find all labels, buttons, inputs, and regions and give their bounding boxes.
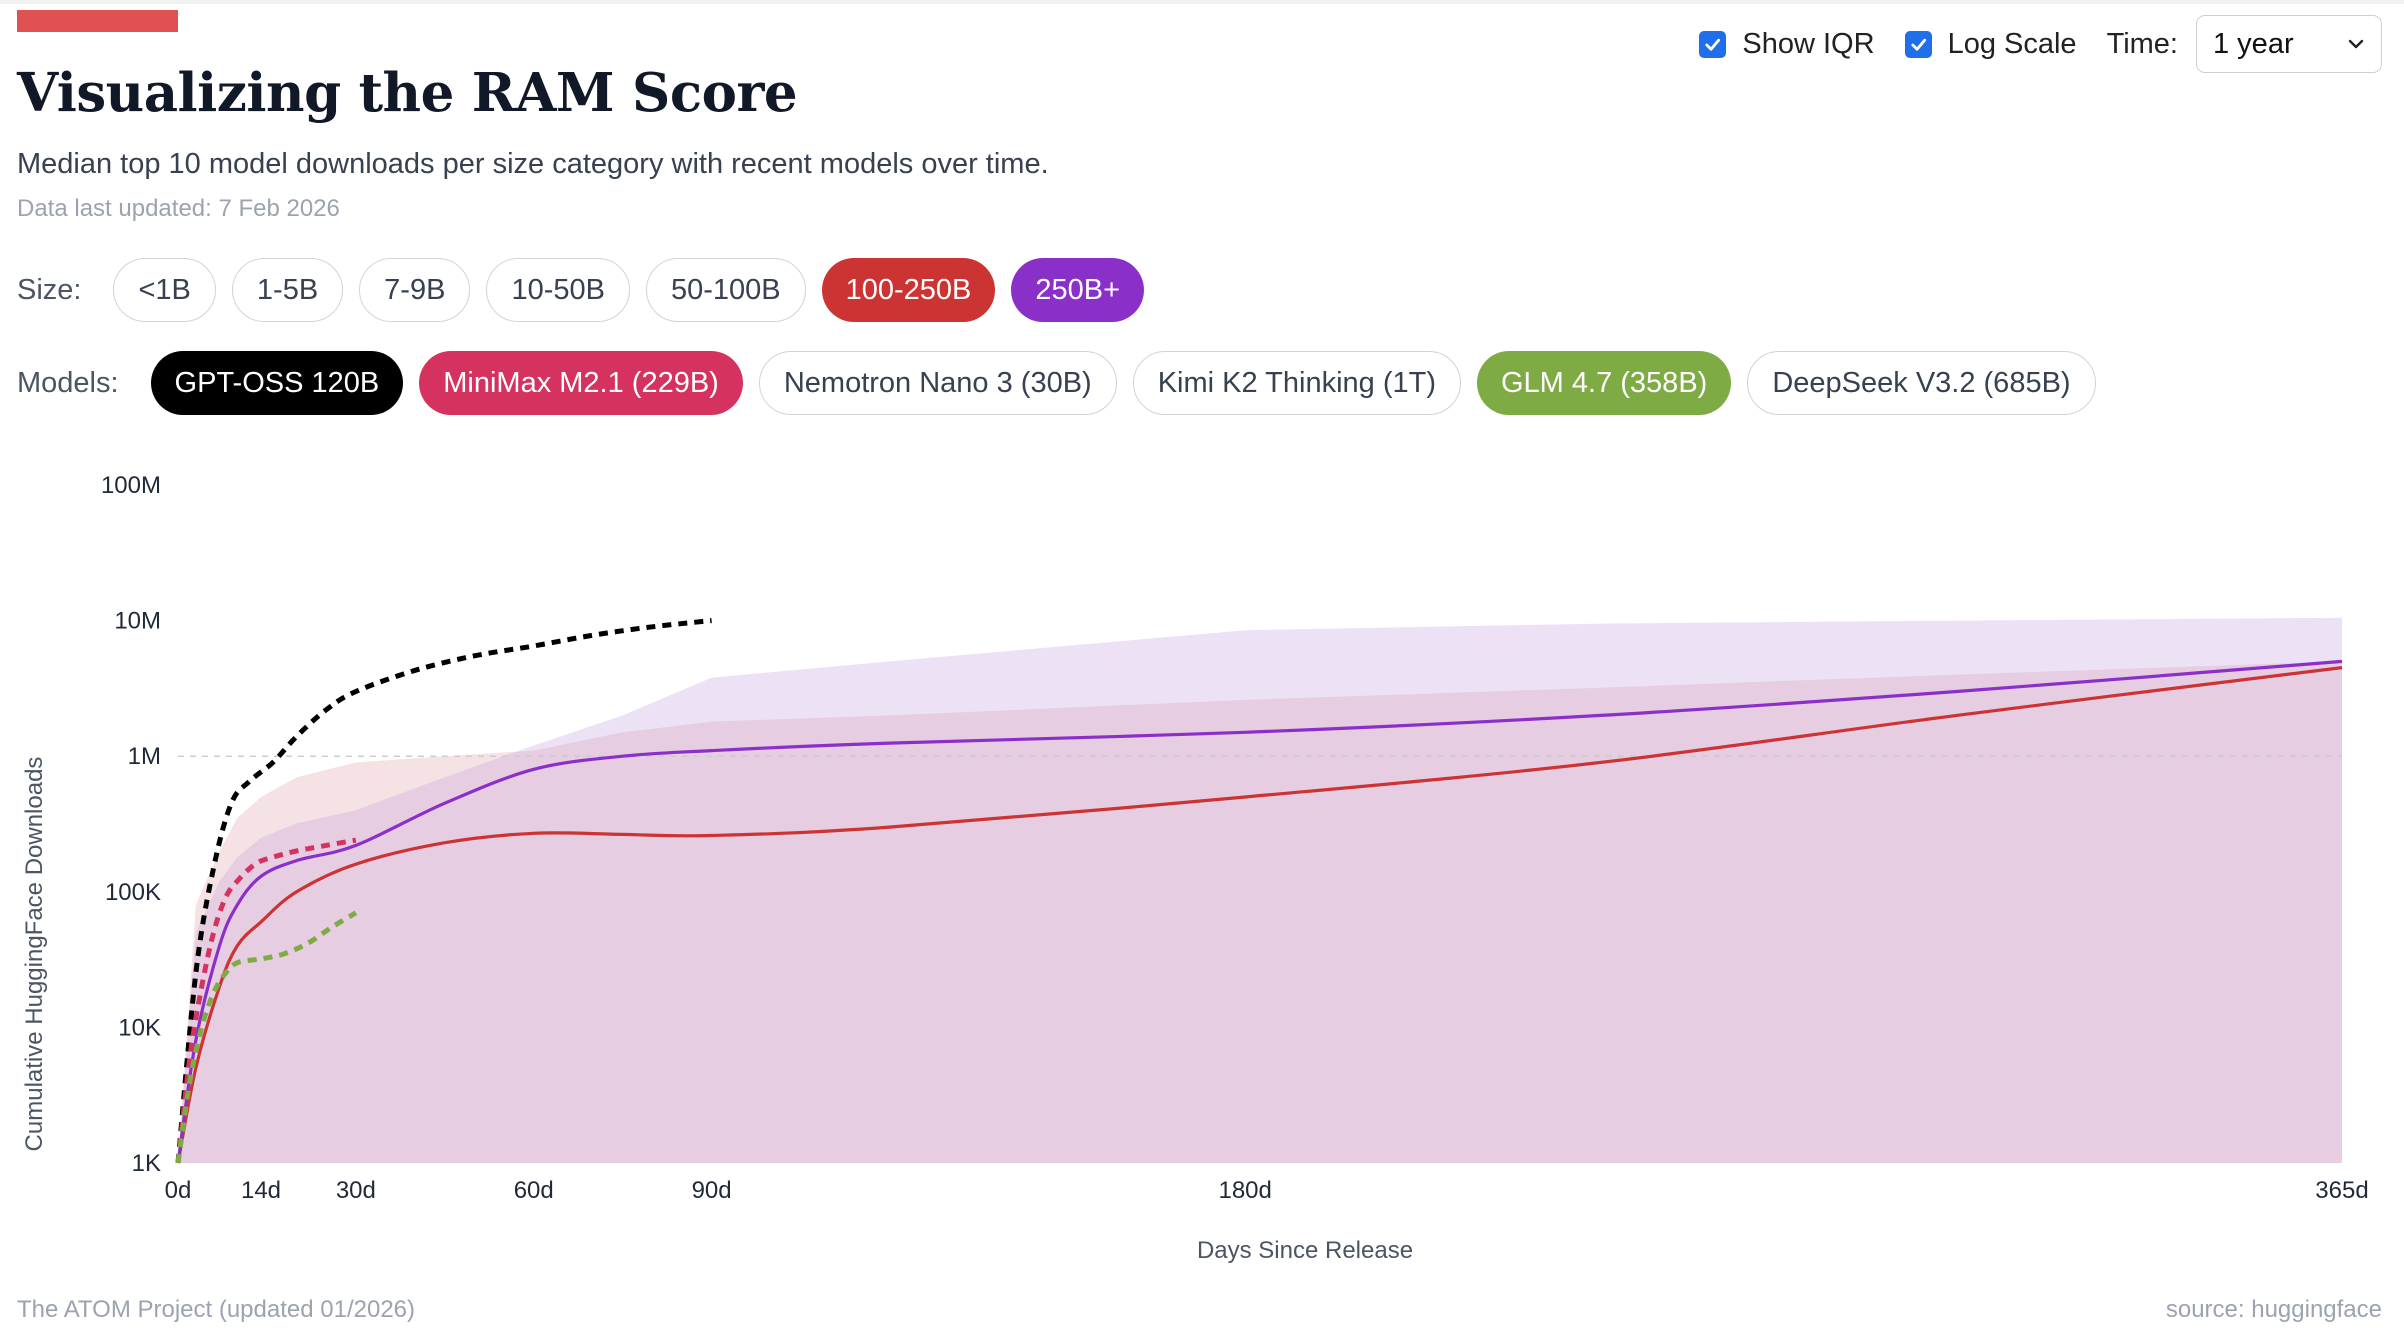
size-pill-7-9b[interactable]: 7-9B (359, 258, 471, 322)
footer-credit: The ATOM Project (updated 01/2026) (17, 1296, 416, 1323)
x-tick-label: 90d (692, 1177, 732, 1204)
y-tick-label: 1M (128, 743, 161, 770)
series-line-minimax-m2-1-229b (175, 837, 357, 1164)
last-updated: Data last updated: 7 Feb 2026 (17, 195, 340, 222)
model-pill-nemotron-nano-3-30b[interactable]: Nemotron Nano 3 (30B) (758, 351, 1117, 415)
y-tick-label: 10K (118, 1014, 161, 1041)
show-iqr-label: Show IQR (1742, 27, 1875, 60)
time-control: Time: 1 year (2107, 15, 2382, 73)
top-border (0, 0, 2404, 4)
size-pill-1-5b[interactable]: 1-5B (231, 258, 344, 322)
time-label: Time: (2106, 27, 2178, 60)
size-pill-1b[interactable]: <1B (113, 258, 216, 322)
iqr-band-250b (178, 617, 2342, 1163)
series-line-glm-4-7-358b (175, 910, 358, 1164)
time-select-value: 1 year (2213, 27, 2294, 60)
log-scale-toggle[interactable]: Log Scale (1904, 27, 2077, 61)
chart-controls: Show IQR Log Scale Time: 1 year (1669, 13, 2382, 75)
y-axis-title: Cumulative HuggingFace Downloads (21, 757, 48, 1152)
size-filter-row: Size: <1B 1-5B 7-9B 10-50B 50-100B 100-250B 25… (17, 258, 1160, 322)
log-scale-label: Log Scale (1947, 27, 2077, 60)
x-tick-label: 14d (241, 1177, 281, 1204)
iqr-bands (178, 617, 2342, 1163)
series-line-250b (176, 659, 2343, 1164)
model-filter-label: Models: (17, 366, 119, 399)
model-filter-group: GPT-OSS 120B MiniMax M2.1 (229B) Nemotron … (150, 351, 2112, 415)
x-tick-label: 180d (1218, 1177, 1271, 1204)
series-line-100-250b (176, 666, 2343, 1164)
size-pill-10-50b[interactable]: 10-50B (486, 258, 630, 322)
checkmark-icon (1705, 38, 1721, 51)
model-pill-gpt-oss-120b[interactable]: GPT-OSS 120B (150, 351, 404, 415)
y-tick-label: 1K (132, 1150, 161, 1177)
accent-bar (17, 10, 178, 32)
size-pill-100-250b[interactable]: 100-250B (821, 258, 996, 322)
show-iqr-toggle[interactable]: Show IQR (1699, 27, 1875, 61)
checkmark-icon (1910, 38, 1926, 51)
footer-source: source: huggingface (2165, 1296, 2382, 1323)
y-axis-ticks: 1K 10K 100K 1M 10M 100M (101, 472, 161, 1177)
size-pill-50-100b[interactable]: 50-100B (645, 258, 806, 322)
downloads-chart: 1K 10K 100K 1M 10M 100M 0d 14d 30d 60d 90d 180d 365… (21, 472, 2369, 1264)
x-axis-ticks: 0d 14d 30d 60d 90d 180d 365d (165, 1177, 2369, 1204)
series-line-gpt-oss-120b (175, 618, 712, 1164)
model-pill-glm-4-7-358b[interactable]: GLM 4.7 (358B) (1477, 351, 1732, 415)
page-subtitle: Median top 10 model downloads per size c… (17, 148, 1049, 180)
x-tick-label: 30d (336, 1177, 376, 1204)
x-tick-label: 365d (2315, 1177, 2368, 1204)
page-title: Visualizing the RAM Score (17, 62, 798, 124)
time-select[interactable]: 1 year (2196, 15, 2382, 73)
series-lines (175, 618, 2343, 1164)
model-pill-deepseek-v3-2-685b[interactable]: DeepSeek V3.2 (685B) (1747, 351, 2096, 415)
show-iqr-checkbox[interactable] (1699, 30, 1727, 58)
model-pill-minimax-m2-1-229b[interactable]: MiniMax M2.1 (229B) (419, 351, 743, 415)
size-pill-250b[interactable]: 250B+ (1011, 258, 1145, 322)
y-tick-label: 100M (101, 472, 161, 499)
x-tick-label: 0d (165, 1177, 192, 1204)
iqr-band-100-250b (178, 661, 2342, 1163)
size-filter-group: <1B 1-5B 7-9B 10-50B 50-100B 100-250B 250B+ (113, 258, 1160, 322)
x-axis-title: Days Since Release (1197, 1237, 1413, 1264)
log-scale-checkbox[interactable] (1904, 30, 1932, 58)
y-tick-label: 10M (114, 608, 161, 635)
size-filter-label: Size: (17, 273, 82, 306)
model-pill-kimi-k2-thinking-1t[interactable]: Kimi K2 Thinking (1T) (1132, 351, 1461, 415)
y-tick-label: 100K (105, 879, 161, 906)
model-filter-row: Models: GPT-OSS 120B MiniMax M2.1 (229B) N… (17, 351, 2112, 415)
x-tick-label: 60d (514, 1177, 554, 1204)
chevron-down-icon (2348, 39, 2364, 49)
